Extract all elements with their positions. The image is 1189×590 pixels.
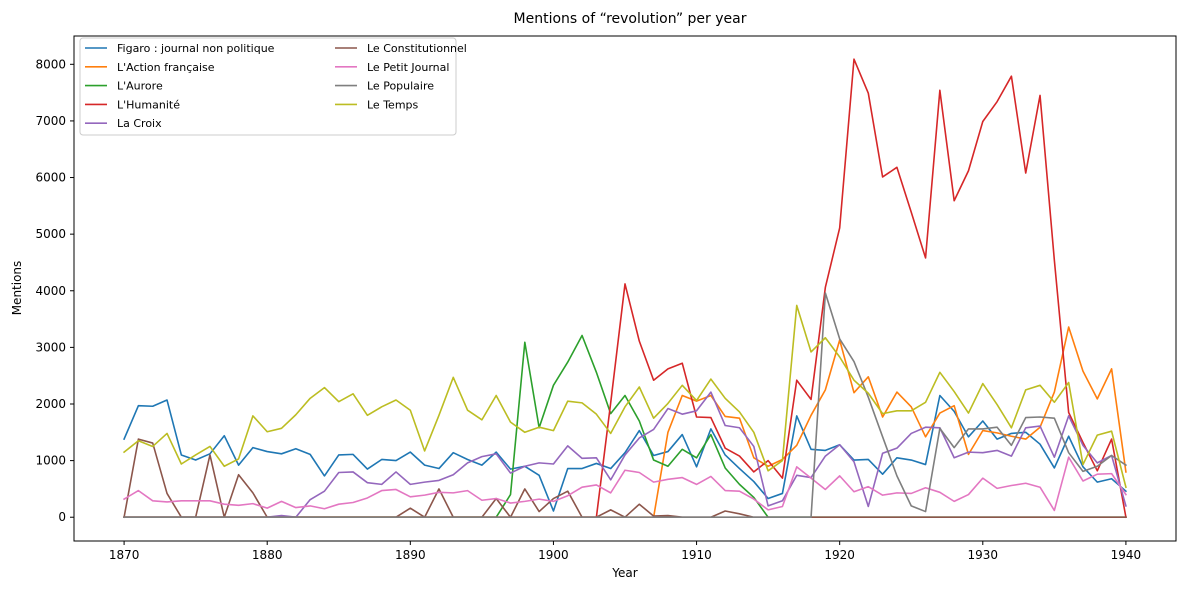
legend-entry-label: L'Aurore <box>117 80 163 93</box>
legend-box <box>79 37 457 136</box>
series-line-7 <box>123 292 1128 519</box>
legend: Figaro : journal non politique L'Action f… <box>79 37 467 136</box>
legend-entry-label: Figaro : journal non politique <box>117 42 275 55</box>
y-tick-label: 1000 <box>35 454 66 468</box>
plot-area <box>73 35 1177 542</box>
legend-entry-label: La Croix <box>117 117 162 130</box>
legend-entry-label: Le Constitutionnel <box>367 42 467 55</box>
x-tick-label: 1920 <box>824 548 855 562</box>
series-line-6 <box>122 456 1128 512</box>
legend-entry-label: Le Temps <box>367 98 419 111</box>
y-axis-label: Mentions <box>10 261 24 316</box>
y-tick-label: 0 <box>58 510 66 524</box>
chart-title: Mentions of “revolution” per year <box>514 11 747 27</box>
y-axis: 0 1000 2000 3000 4000 5000 6000 7000 8000 <box>35 57 74 524</box>
y-tick-label: 7000 <box>35 114 66 128</box>
y-tick-label: 6000 <box>35 171 66 185</box>
y-tick-label: 4000 <box>35 284 66 298</box>
y-tick-label: 5000 <box>35 227 66 241</box>
series-layer <box>122 58 1128 519</box>
legend-entry-label: L'Action française <box>117 61 215 74</box>
series-line-8 <box>122 304 1127 489</box>
x-tick-label: 1870 <box>109 548 140 562</box>
x-tick-label: 1910 <box>681 548 712 562</box>
y-tick-label: 3000 <box>35 340 66 354</box>
y-tick-label: 8000 <box>35 57 66 71</box>
x-tick-label: 1940 <box>1111 548 1142 562</box>
x-axis: 1870 1880 1890 1900 1910 1920 1930 1940 <box>109 541 1141 562</box>
legend-entry-label: Le Populaire <box>367 80 434 93</box>
x-tick-label: 1880 <box>252 548 283 562</box>
x-axis-label: Year <box>611 566 637 580</box>
y-tick-label: 2000 <box>35 397 66 411</box>
legend-entry-label: Le Petit Journal <box>367 61 449 74</box>
x-tick-label: 1900 <box>538 548 569 562</box>
legend-entry-label: L'Humanité <box>117 98 180 111</box>
x-tick-label: 1930 <box>968 548 999 562</box>
x-tick-label: 1890 <box>395 548 426 562</box>
